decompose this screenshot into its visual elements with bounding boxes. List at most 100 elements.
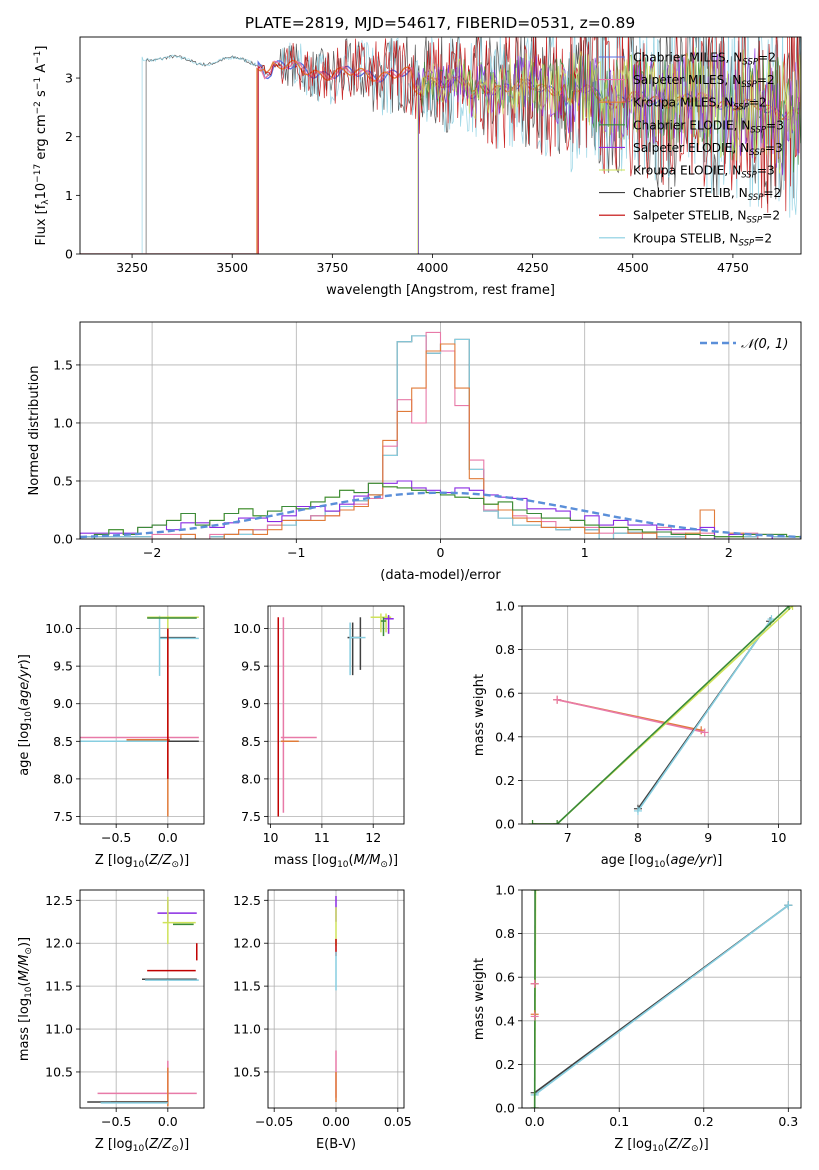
legend-entry: Chabrier MILES, NSSP=2 bbox=[633, 51, 776, 68]
Z-weight-ytick-label: 0.8 bbox=[495, 926, 515, 941]
mass-age-xtick-label: 10 bbox=[263, 830, 279, 845]
ebv-mass-xlabel: E(B-V) bbox=[316, 1137, 356, 1152]
legend-entry: Chabrier STELIB, NSSP=2 bbox=[633, 186, 781, 203]
weight-line bbox=[637, 618, 773, 812]
age-weight-ytick-label: 1.0 bbox=[495, 599, 515, 614]
legend-entry: Kroupa MILES, NSSP=2 bbox=[633, 96, 767, 113]
Z-mass-xtick-label: 0.0 bbox=[158, 1114, 178, 1129]
residuals-xtick-label: −2 bbox=[143, 545, 161, 560]
ebv-mass-ytick-label: 11.5 bbox=[233, 979, 261, 994]
Z-mass-errorbars bbox=[87, 896, 199, 1107]
mass-age-errorbars bbox=[277, 613, 394, 817]
Z-age-xtick-label: 0.0 bbox=[158, 830, 178, 845]
residuals-frame bbox=[79, 321, 802, 540]
weight-line bbox=[534, 904, 789, 1096]
spectrum-series-salpeter-stelib bbox=[80, 37, 801, 254]
ebv-mass-frame bbox=[267, 889, 405, 1109]
spectrum-xlabel: wavelength [Angstrom, rest frame] bbox=[326, 283, 555, 298]
age-weight-ylabel: mass weight bbox=[472, 674, 487, 756]
Z-age-xtick-label: −0.5 bbox=[101, 830, 131, 845]
ebv-mass-axes: −0.05 0.00 0.05 10.5 11.0 11.5 12.0 12.5 bbox=[233, 890, 412, 1129]
spectrum-series-salpeter-elodie bbox=[80, 48, 801, 254]
gaussian-legend-label: 𝒩(0, 1) bbox=[741, 337, 788, 352]
plots-layer: 3250 3500 3750 4000 4250 4500 47500123waveleng… bbox=[17, 36, 802, 1154]
Z-weight-frame bbox=[521, 889, 802, 1109]
residuals-ytick-label: 1.5 bbox=[53, 357, 73, 372]
mass-age-ytick-label: 10.0 bbox=[233, 621, 261, 636]
residuals-axes: −2 −1 0 1 2 0.0 0.5 1.0 1.5 bbox=[53, 322, 801, 560]
figure-title: PLATE=2819, MJD=54617, FIBERID=0531, z=0… bbox=[245, 14, 635, 32]
mass-age-ytick-label: 8.5 bbox=[241, 734, 261, 749]
spectrum-xtick-label: 4250 bbox=[517, 260, 549, 275]
Z-age-xlabel: Z [log10(Z/Z⊙)] bbox=[95, 853, 189, 870]
spectrum-ytick-label: 2 bbox=[65, 129, 73, 144]
residuals-ytick-label: 0.0 bbox=[53, 532, 73, 547]
Z-mass-xlabel: Z [log10(Z/Z⊙)] bbox=[95, 1137, 189, 1154]
residuals-xtick-label: 1 bbox=[581, 545, 589, 560]
Z-mass-ylabel: mass [log10(M/M⊙)] bbox=[17, 937, 34, 1061]
Z-weight-lines bbox=[530, 890, 793, 1108]
Z-mass-ytick-label: 10.5 bbox=[45, 1064, 73, 1079]
residuals-ytick-label: 1.0 bbox=[53, 415, 73, 430]
ebv-mass-xtick-label: −0.05 bbox=[255, 1114, 293, 1129]
residuals-ylabel: Normed distribution bbox=[27, 366, 42, 496]
Z-age-ytick-label: 8.5 bbox=[53, 734, 73, 749]
ebv-mass-ytick-label: 12.5 bbox=[233, 893, 261, 908]
Z-age-ytick-label: 9.5 bbox=[53, 659, 73, 674]
Z-weight-ylabel: mass weight bbox=[472, 958, 487, 1040]
Z-age-ytick-label: 10.0 bbox=[45, 621, 73, 636]
mass-age-xtick-label: 12 bbox=[365, 830, 381, 845]
Z-weight-xtick-label: 0.0 bbox=[525, 1114, 545, 1129]
spectrum-ytick-label: 0 bbox=[65, 247, 73, 262]
age-weight-xtick-label: 8 bbox=[634, 830, 642, 845]
Z-weight-xtick-label: 0.3 bbox=[778, 1114, 798, 1129]
Z-age-ylabel: age [log10(age/yr)] bbox=[17, 654, 34, 776]
spectrum-legend: Chabrier MILES, NSSP=2 Salpeter MILES, NS… bbox=[599, 51, 784, 248]
residuals-xtick-label: −1 bbox=[287, 545, 305, 560]
Z-weight-xtick-label: 0.2 bbox=[694, 1114, 714, 1129]
Z-age-axes: −0.5 0.0 7.5 8.0 8.5 9.0 9.5 10.0 bbox=[45, 606, 204, 845]
mass-age-ytick-label: 8.0 bbox=[241, 771, 261, 786]
mass-age-ytick-label: 9.5 bbox=[241, 659, 261, 674]
age-weight-ytick-label: 0.2 bbox=[495, 773, 515, 788]
Z-age-ytick-label: 7.5 bbox=[53, 809, 73, 824]
ebv-mass-ytick-label: 12.0 bbox=[233, 936, 261, 951]
age-weight-ytick-label: 0.4 bbox=[495, 729, 515, 744]
Z-weight-ytick-label: 1.0 bbox=[495, 883, 515, 898]
Z-mass-ytick-label: 12.0 bbox=[45, 936, 73, 951]
residuals-xlabel: (data-model)/error bbox=[380, 568, 501, 583]
age-weight-lines bbox=[528, 606, 797, 824]
spectrum-series-chabrier-elodie bbox=[80, 52, 801, 254]
age-weight-xtick-label: 7 bbox=[564, 830, 572, 845]
Z-weight-axes: 0.0 0.1 0.2 0.3 0.0 0.2 0.4 0.6 0.8 1.0 bbox=[495, 883, 801, 1129]
Z-age-frame bbox=[79, 605, 205, 825]
Z-mass-xtick-label: −0.5 bbox=[101, 1114, 131, 1129]
Z-age-errorbars bbox=[80, 615, 199, 817]
age-weight-xtick-label: 9 bbox=[704, 830, 712, 845]
ebv-mass-xtick-label: 0.00 bbox=[322, 1114, 350, 1129]
spectrum-ylabel: Flux [fλ10−17 erg cm−2 s−1 A−1] bbox=[33, 46, 51, 246]
weight-line bbox=[532, 606, 790, 824]
spectrum-lines bbox=[80, 37, 801, 254]
spectrum-xtick-label: 4500 bbox=[617, 260, 649, 275]
weight-line bbox=[532, 606, 794, 824]
mass-age-axes: 10 11 12 7.5 8.0 8.5 9.0 9.5 10.0 bbox=[233, 606, 404, 845]
Z-weight-ytick-label: 0.6 bbox=[495, 970, 515, 985]
age-weight-axes: 7 8 9 10 0.0 0.2 0.4 0.6 0.8 1.0 bbox=[495, 599, 801, 845]
ebv-mass-ytick-label: 10.5 bbox=[233, 1064, 261, 1079]
legend-entry: Salpeter MILES, NSSP=2 bbox=[633, 73, 775, 90]
Z-weight-xtick-label: 0.1 bbox=[609, 1114, 629, 1129]
legend-entry: Kroupa STELIB, NSSP=2 bbox=[633, 231, 772, 248]
mass-age-ytick-label: 7.5 bbox=[241, 809, 261, 824]
hist-series-chabrier-elodie bbox=[80, 482, 801, 539]
Z-weight-ytick-label: 0.0 bbox=[495, 1101, 515, 1116]
spectrum-xtick-label: 3500 bbox=[216, 260, 248, 275]
age-weight-xtick-label: 10 bbox=[771, 830, 787, 845]
mass-age-frame bbox=[267, 605, 405, 825]
spectrum-axes: 3250 3500 3750 4000 4250 4500 4750 0 1 2 3 bbox=[65, 71, 749, 275]
age-weight-ytick-label: 0.0 bbox=[495, 817, 515, 832]
spectrum-xtick-label: 3750 bbox=[316, 260, 348, 275]
residuals-hist bbox=[80, 331, 801, 539]
weight-line bbox=[556, 698, 705, 734]
spectrum-ytick-label: 3 bbox=[65, 71, 73, 86]
